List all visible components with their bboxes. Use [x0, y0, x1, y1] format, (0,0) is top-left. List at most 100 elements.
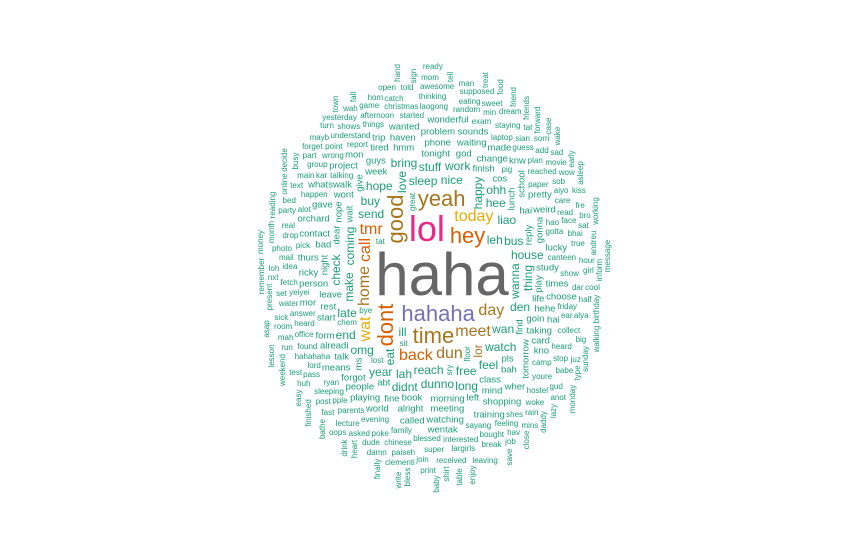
word-study: study [536, 261, 559, 273]
word-hom: hom [367, 92, 384, 102]
word-hahahaha: hahahaha [294, 351, 331, 361]
word-cos: cos [492, 173, 508, 185]
word-bad: bad [315, 239, 332, 250]
word-nice: nice [440, 172, 463, 187]
word-coming: coming [342, 226, 357, 265]
word-sign: sign [408, 68, 418, 84]
word-photo: photo [271, 244, 292, 254]
word-made: made [487, 142, 512, 154]
word-dar: dar [571, 282, 584, 292]
word-shows: shows [337, 122, 361, 132]
word-oops: oops [328, 428, 347, 438]
word-big: big [575, 335, 587, 345]
word-didnt: didnt [391, 380, 418, 395]
word-largirls: largirls [451, 444, 476, 454]
word-pple: pple [332, 396, 348, 406]
word-send: send [358, 207, 385, 222]
word-plan: plan [527, 156, 543, 166]
word-message: message [603, 239, 613, 272]
word-bah: bah [500, 364, 517, 376]
word-fall: fall [349, 92, 359, 103]
word-school: school [516, 170, 528, 199]
word-girl: girl [583, 266, 594, 276]
word-shopping: shopping [482, 396, 522, 408]
word-long: long [455, 379, 478, 394]
word-thinking: thinking [418, 92, 447, 102]
word-sat: sat [578, 220, 589, 230]
word-pretty: pretty [527, 189, 552, 201]
word-goin: goin [526, 313, 545, 325]
word-kno: kno [533, 345, 550, 357]
word-bro: bro [579, 211, 591, 221]
word-pass: pass [303, 369, 321, 379]
word-show: show [560, 269, 579, 279]
word-hahaha: hahaha [401, 300, 475, 326]
word-god: god [455, 148, 472, 160]
word-interested: interested [443, 434, 479, 444]
word-training: training [473, 409, 505, 421]
word-case: case [543, 117, 553, 135]
word-parents: parents [337, 406, 365, 416]
word-afternoon: afternoon [360, 110, 395, 120]
word-wanted: wanted [388, 121, 420, 133]
word-hey: hey [449, 223, 486, 249]
word-walking: walking [591, 325, 601, 352]
word-feel: feel [478, 358, 499, 373]
word-house: house [510, 248, 544, 263]
word-home: home [356, 266, 374, 307]
word-bed: bed [282, 195, 296, 205]
word-lecture: lecture [335, 419, 360, 429]
word-part: part [302, 151, 317, 161]
word-asleep: asleep [575, 161, 585, 186]
word-loh: loh [268, 264, 280, 274]
word-good: good [382, 194, 408, 244]
word-heard: heard [551, 341, 572, 351]
word-meeting: meeting [430, 403, 465, 415]
word-room: room [274, 321, 293, 331]
word-mom: mom [421, 73, 439, 83]
word-bless: bless [403, 467, 413, 486]
word-ill: ill [398, 325, 407, 340]
word-random: random [453, 105, 481, 115]
word-floor: floor [462, 346, 472, 362]
word-juz: juz [570, 355, 581, 365]
word-damn: damn [366, 447, 387, 457]
word-playing: playing [350, 392, 381, 404]
word-phone: phone [424, 137, 451, 149]
word-reply: reply [523, 224, 535, 245]
word-bring: bring [390, 155, 418, 170]
word-point: point [325, 142, 343, 152]
word-wat: wat [357, 316, 375, 341]
word-dun: dun [436, 345, 463, 363]
word-yesterday: yesterday [322, 112, 357, 122]
word-enjoy: enjoy [468, 465, 477, 485]
word-group: group [307, 160, 328, 170]
word-paiseh: paiseh [391, 448, 416, 458]
word-lunch: lunch [506, 188, 518, 211]
word-tomorrow: tomorrow [520, 339, 532, 379]
word-dude: dude [362, 438, 380, 448]
word-baby: baby [432, 475, 442, 493]
word-ryan: ryan [323, 377, 340, 387]
word-choose: choose [546, 291, 577, 303]
word-movie: movie [545, 157, 567, 167]
word-ricky: ricky [298, 267, 319, 279]
word-print: print [420, 465, 436, 475]
word-wher: wher [504, 380, 526, 392]
word-min: min [483, 108, 497, 118]
word-friday: friday [557, 302, 578, 312]
word-awesome: awesome [419, 82, 455, 92]
word-wont: wont [333, 189, 354, 201]
word-report: report [347, 140, 368, 150]
word-finally: finally [372, 458, 382, 480]
word-family: family [391, 426, 412, 436]
word-ready: ready [422, 61, 443, 71]
word-life: life [532, 293, 545, 305]
word-stuff: stuff [418, 160, 442, 175]
word-things: things [362, 120, 385, 130]
word-mayb: mayb [309, 133, 330, 142]
word-nope: nope [333, 201, 345, 223]
word-answer: answer [289, 309, 316, 319]
word-sad: sad [550, 147, 564, 157]
word-money: money [256, 230, 266, 255]
